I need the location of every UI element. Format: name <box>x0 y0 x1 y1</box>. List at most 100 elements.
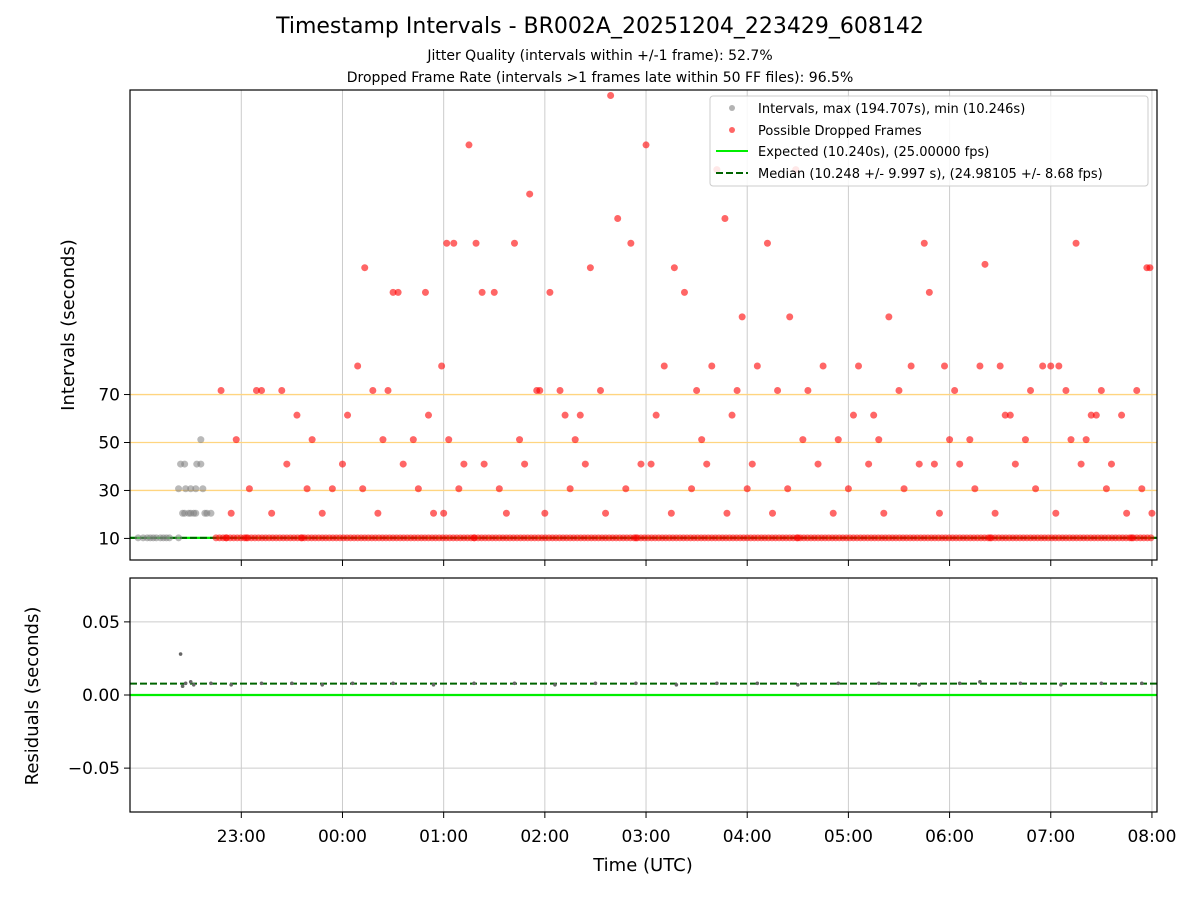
dropped-frame-point <box>1067 436 1075 444</box>
residual-point <box>391 681 395 686</box>
dropped-frame-point <box>925 288 933 296</box>
dropped-frame-point <box>556 386 564 394</box>
dropped-frame-point <box>516 436 524 444</box>
dropped-frame-point <box>680 288 688 296</box>
x-tick-label: 00:00 <box>318 827 367 847</box>
dropped-frame-point <box>252 386 260 394</box>
dropped-frame-point <box>217 386 225 394</box>
dropped-frame-point <box>991 509 999 517</box>
dropped-frame-point <box>900 485 908 493</box>
interval-point <box>197 436 205 444</box>
top-y-tick-label: 70 <box>98 386 120 406</box>
dropped-frame-point <box>571 436 579 444</box>
residual-point <box>957 681 962 686</box>
dropped-frame-point <box>222 534 230 542</box>
dropped-frame-point <box>465 141 473 149</box>
dropped-frame-point <box>774 386 782 394</box>
bottom-y-tick-label: 0.00 <box>82 686 120 706</box>
legend: Intervals, max (194.707s), min (10.246s)… <box>709 95 1149 187</box>
dropped-frame-point <box>450 239 458 247</box>
dropped-frame-point <box>1052 509 1060 517</box>
dropped-frame-point <box>546 288 554 296</box>
legend-entry-dropped: Possible Dropped Frames <box>758 124 922 139</box>
dropped-frame-point <box>880 509 888 517</box>
dropped-frame-point <box>480 460 488 468</box>
dropped-frame-point <box>885 313 893 321</box>
dropped-frame-point <box>652 411 660 419</box>
residual-point <box>634 681 638 686</box>
dropped-frame-point <box>935 509 943 517</box>
x-tick-label: 05:00 <box>824 827 873 847</box>
dropped-frame-point <box>430 509 438 517</box>
dropped-frame-point <box>384 386 392 394</box>
legend-box <box>709 95 1149 187</box>
dropped-frame-point <box>596 386 604 394</box>
residual-point <box>755 681 760 686</box>
dropped-frame-point <box>443 239 451 247</box>
residual-point <box>320 682 325 687</box>
dropped-frame-point <box>536 386 544 394</box>
dropped-frame-point <box>344 411 352 419</box>
dropped-frame-point <box>1133 386 1141 394</box>
dropped-frame-point <box>541 509 549 517</box>
dropped-frame-point <box>622 485 630 493</box>
top-y-tick-label: 50 <box>98 434 120 454</box>
residual-point <box>1059 682 1063 687</box>
top-plot-frame <box>129 89 1158 561</box>
dropped-frame-point <box>1011 460 1019 468</box>
top-y-axis-label: Intervals (seconds) <box>58 239 79 411</box>
dropped-frame-point <box>930 460 938 468</box>
bottom-y-tick-label: 0.05 <box>82 613 120 633</box>
dropped-frame-point <box>976 362 984 370</box>
dropped-frame-point <box>895 386 903 394</box>
dropped-frame-point <box>1102 485 1110 493</box>
dropped-frame-point <box>769 509 777 517</box>
bottom-plot-axis-ticks: −0.05 0.00 0.05 23:00 00:00 01:00 02:00 03:00 04… <box>68 613 1177 847</box>
x-tick-label: 06:00 <box>925 827 974 847</box>
dropped-frame-point <box>1097 386 1105 394</box>
interval-point <box>182 485 190 493</box>
legend-entry-median: Median (10.248 +/- 9.997 s), (24.98105 +… <box>758 167 1103 182</box>
interval-point <box>197 460 205 468</box>
dropped-frame-point <box>521 460 529 468</box>
interval-point <box>175 485 183 493</box>
dropped-frame-point <box>245 485 253 493</box>
dropped-frame-point <box>318 509 326 517</box>
dropped-frame-point <box>293 411 301 419</box>
residual-point <box>1140 681 1144 686</box>
dropped-frame-point <box>354 362 362 370</box>
dropped-frame-point <box>232 436 240 444</box>
residual-point <box>259 681 264 686</box>
dropped-frame-point <box>440 509 448 517</box>
dropped-frame-point <box>1006 411 1014 419</box>
dropped-frame-point <box>786 313 794 321</box>
dropped-frame-point <box>804 386 812 394</box>
dropped-frame-point <box>303 485 311 493</box>
dropped-frame-point <box>667 509 675 517</box>
dropped-frame-point <box>946 436 954 444</box>
dropped-frame-point <box>478 288 486 296</box>
x-tick-label: 04:00 <box>723 827 772 847</box>
dropped-frame-point <box>455 485 463 493</box>
dropped-frame-point <box>268 509 276 517</box>
dropped-frame-point <box>829 509 837 517</box>
x-tick-label: 07:00 <box>1026 827 1075 847</box>
dropped-frame-point <box>1092 411 1100 419</box>
dropped-frame-point <box>941 362 949 370</box>
dropped-frame-point <box>445 436 453 444</box>
dropped-frame-point <box>1138 485 1146 493</box>
dropped-frame-point <box>1047 362 1055 370</box>
dropped-frame-point <box>688 485 696 493</box>
residual-point <box>350 681 355 686</box>
dropped-frame-point <box>1146 264 1154 272</box>
dropped-frame-point <box>721 215 729 223</box>
residual-point <box>796 682 800 687</box>
dropped-frame-point <box>1055 362 1063 370</box>
dropped-frame-point <box>819 362 827 370</box>
dropped-frame-point <box>1072 239 1080 247</box>
residual-point <box>290 681 294 686</box>
dropped-frame-point <box>844 485 852 493</box>
dropped-frame-point <box>627 239 635 247</box>
residual-point <box>1099 681 1104 686</box>
